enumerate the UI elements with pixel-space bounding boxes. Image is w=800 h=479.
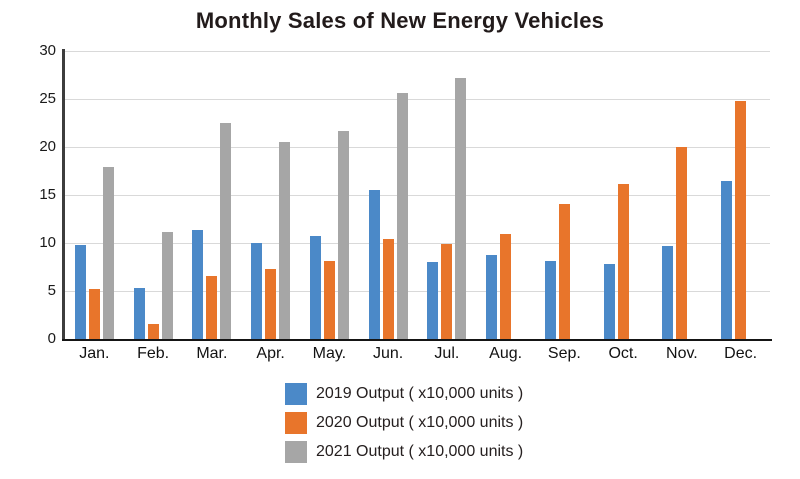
bar-2020-sep <box>558 203 570 339</box>
y-tick-label-25: 25 <box>39 90 56 107</box>
bar-group-nov <box>653 51 712 339</box>
gridline-5 <box>65 291 770 292</box>
bar-2021-mar <box>220 123 232 339</box>
plot-area <box>65 51 770 339</box>
bar-2020-oct <box>617 184 629 339</box>
bar-2021-apr <box>279 142 291 339</box>
bar-2020-jun <box>382 239 394 339</box>
chart-legend: 2019 Output ( x10,000 units ) 2020 Output… <box>285 383 523 470</box>
bar-2019-jul <box>427 262 439 339</box>
gridline-15 <box>65 195 770 196</box>
bar-group-oct <box>594 51 653 339</box>
x-tick-label-oct: Oct. <box>608 345 638 362</box>
bar-2019-sep <box>544 261 556 339</box>
y-tick-label-10: 10 <box>39 234 56 251</box>
bar-2020-jul <box>441 243 453 339</box>
bar-2019-dec <box>721 180 733 339</box>
legend-item-2021: 2021 Output ( x10,000 units ) <box>285 441 523 463</box>
legend-item-2020: 2020 Output ( x10,000 units ) <box>285 412 523 434</box>
bar-2020-apr <box>265 268 277 339</box>
bar-group-aug <box>476 51 535 339</box>
bar-2021-may <box>337 130 349 339</box>
bar-group-may <box>300 51 359 339</box>
x-tick-label-aug: Aug. <box>489 345 523 362</box>
bar-2020-mar <box>206 275 218 339</box>
bar-2020-nov <box>676 147 688 339</box>
bar-2019-may <box>309 236 321 339</box>
legend-label-2019: 2019 Output ( x10,000 units ) <box>316 385 524 402</box>
bar-group-sep <box>535 51 594 339</box>
bar-group-mar <box>183 51 242 339</box>
x-tick-label-may: May. <box>312 345 347 362</box>
gridline-20 <box>65 147 770 148</box>
bar-2019-jan <box>74 244 86 339</box>
bar-group-apr <box>241 51 300 339</box>
legend-label-2020: 2020 Output ( x10,000 units ) <box>316 414 524 431</box>
x-tick-label-jun: Jun. <box>373 345 404 362</box>
y-tick-label-15: 15 <box>39 186 56 203</box>
x-tick-label-jan: Jan. <box>79 345 110 362</box>
bar-2020-jan <box>88 289 100 339</box>
legend-swatch-2020 <box>285 412 307 434</box>
legend-swatch-2021 <box>285 441 307 463</box>
legend-item-2019: 2019 Output ( x10,000 units ) <box>285 383 523 405</box>
bar-2019-mar <box>192 229 204 339</box>
bar-2021-feb <box>161 232 173 339</box>
x-tick-label-nov: Nov. <box>666 345 698 362</box>
bar-group-jun <box>359 51 418 339</box>
bar-group-jan <box>65 51 124 339</box>
gridline-10 <box>65 243 770 244</box>
bar-2019-aug <box>486 255 498 339</box>
x-tick-label-dec: Dec. <box>724 345 758 362</box>
bar-2019-apr <box>251 243 263 339</box>
bar-2019-nov <box>662 245 674 339</box>
bar-2021-jun <box>396 93 408 339</box>
y-axis-tick-labels: 0 5 10 15 20 25 30 <box>0 42 56 347</box>
x-tick-label-feb: Feb. <box>137 345 170 362</box>
bar-2021-jan <box>102 167 114 339</box>
bar-2019-oct <box>603 264 615 339</box>
x-tick-label-mar: Mar. <box>196 345 228 362</box>
bar-group-feb <box>124 51 183 339</box>
bar-2020-aug <box>500 234 512 339</box>
chart-title: Monthly Sales of New Energy Vehicles <box>195 8 605 33</box>
legend-label-2021: 2021 Output ( x10,000 units ) <box>316 443 524 460</box>
y-tick-label-30: 30 <box>39 42 56 59</box>
y-tick-label-0: 0 <box>47 330 56 347</box>
bar-2020-feb <box>147 323 159 339</box>
x-tick-label-jul: Jul. <box>434 345 460 362</box>
x-axis-line <box>62 339 772 341</box>
x-tick-label-apr: Apr. <box>256 345 285 362</box>
bar-2020-dec <box>735 100 747 339</box>
bar-2020-may <box>323 261 335 339</box>
bar-2019-jun <box>368 190 380 339</box>
bar-group-jul <box>418 51 477 339</box>
gridline-30 <box>65 51 770 52</box>
y-axis-line <box>62 49 65 341</box>
x-axis-tick-labels: Jan. Feb. Mar. Apr. May. Jun. Jul. Aug. Sep. Oct.… <box>65 345 770 367</box>
legend-swatch-2019 <box>285 383 307 405</box>
x-tick-label-sep: Sep. <box>547 345 581 362</box>
y-tick-label-20: 20 <box>39 138 56 155</box>
bar-2019-feb <box>133 288 145 339</box>
y-tick-label-5: 5 <box>47 282 56 299</box>
bar-2021-jul <box>455 77 467 339</box>
gridline-25 <box>65 99 770 100</box>
bar-group-dec <box>711 51 770 339</box>
